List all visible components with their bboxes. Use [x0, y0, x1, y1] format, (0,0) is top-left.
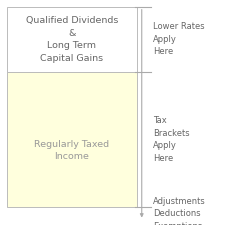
Text: Adjustments
Deductions
Exemptions: Adjustments Deductions Exemptions: [153, 197, 206, 225]
Bar: [7, 72, 137, 207]
Text: Qualified Dividends
&
Long Term
Capital Gains: Qualified Dividends & Long Term Capital …: [26, 16, 118, 63]
Text: Tax
Brackets
Apply
Here: Tax Brackets Apply Here: [153, 116, 190, 163]
Bar: [7, 7, 137, 72]
Text: Lower Rates
Apply
Here: Lower Rates Apply Here: [153, 22, 205, 56]
Text: Regularly Taxed
Income: Regularly Taxed Income: [34, 140, 110, 161]
